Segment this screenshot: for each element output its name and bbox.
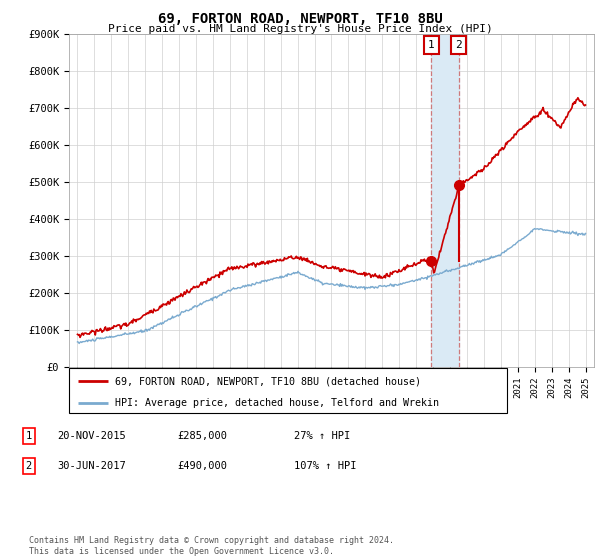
Text: HPI: Average price, detached house, Telford and Wrekin: HPI: Average price, detached house, Telf… <box>115 398 439 408</box>
Text: 2: 2 <box>455 40 462 50</box>
Text: 107% ↑ HPI: 107% ↑ HPI <box>294 461 356 471</box>
Text: 2: 2 <box>26 461 32 471</box>
Text: 27% ↑ HPI: 27% ↑ HPI <box>294 431 350 441</box>
Text: 1: 1 <box>428 40 434 50</box>
Bar <box>431 34 458 367</box>
Text: 69, FORTON ROAD, NEWPORT, TF10 8BU: 69, FORTON ROAD, NEWPORT, TF10 8BU <box>158 12 442 26</box>
Text: £490,000: £490,000 <box>177 461 227 471</box>
Text: £285,000: £285,000 <box>177 431 227 441</box>
Text: Contains HM Land Registry data © Crown copyright and database right 2024.
This d: Contains HM Land Registry data © Crown c… <box>29 536 394 556</box>
Text: 30-JUN-2017: 30-JUN-2017 <box>57 461 126 471</box>
Text: Price paid vs. HM Land Registry's House Price Index (HPI): Price paid vs. HM Land Registry's House … <box>107 24 493 34</box>
Text: 1: 1 <box>26 431 32 441</box>
Text: 69, FORTON ROAD, NEWPORT, TF10 8BU (detached house): 69, FORTON ROAD, NEWPORT, TF10 8BU (deta… <box>115 376 421 386</box>
FancyBboxPatch shape <box>69 368 507 413</box>
Text: 20-NOV-2015: 20-NOV-2015 <box>57 431 126 441</box>
